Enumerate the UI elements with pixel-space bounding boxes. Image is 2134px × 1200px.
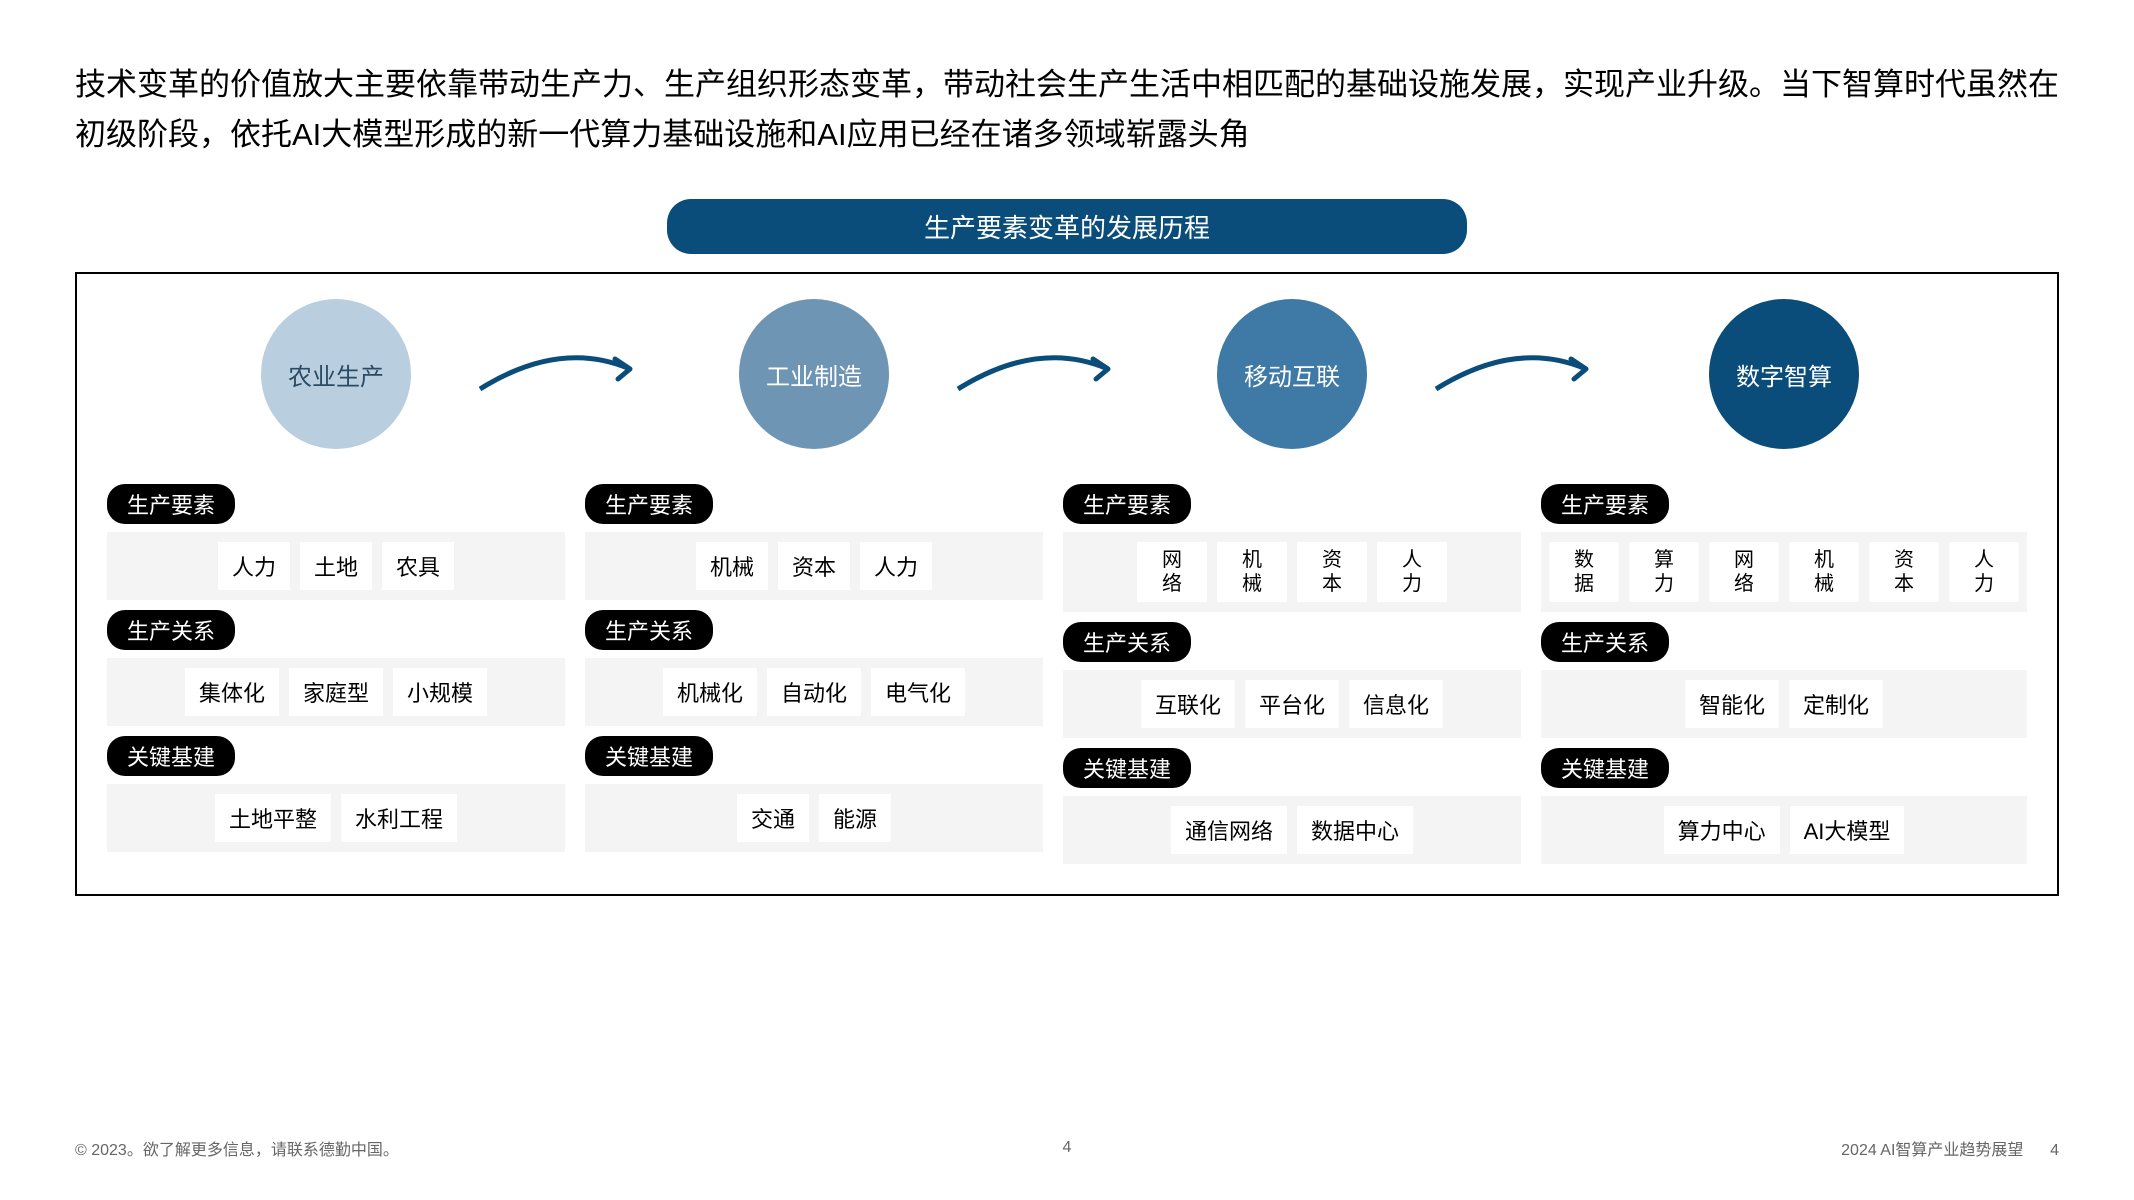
factors-row: 机械资本人力: [585, 532, 1043, 600]
factor-chip: 人力: [218, 542, 290, 590]
factors-label: 生产要素: [1063, 484, 1191, 524]
factor-chip: 资本: [1869, 542, 1939, 602]
copyright-text: © 2023。欲了解更多信息，请联系德勤中国。: [75, 1136, 399, 1160]
infra-label: 关键基建: [585, 736, 713, 776]
stage-column: 农业生产 生产要素 人力土地农具 生产关系 集体化家庭型小规模 关键基建 土地平…: [97, 294, 575, 864]
factor-chip: 数据: [1549, 542, 1619, 602]
relation-chip: 平台化: [1245, 680, 1339, 728]
relations-label: 生产关系: [585, 610, 713, 650]
relation-chip: 集体化: [185, 668, 279, 716]
relation-chip: 自动化: [767, 668, 861, 716]
page-number-center: 4: [1063, 1139, 1072, 1157]
infra-chip: 能源: [819, 794, 891, 842]
factors-row: 人力土地农具: [107, 532, 565, 600]
relations-row: 智能化定制化: [1541, 670, 2027, 738]
relations-label: 生产关系: [1063, 622, 1191, 662]
relations-label: 生产关系: [1541, 622, 1669, 662]
relation-chip: 智能化: [1685, 680, 1779, 728]
factor-chip: 人力: [1377, 542, 1447, 602]
infra-chip: 土地平整: [215, 794, 331, 842]
factors-row: 网络机械资本人力: [1063, 532, 1521, 612]
relation-chip: 定制化: [1789, 680, 1883, 728]
relation-chip: 家庭型: [289, 668, 383, 716]
infra-row: 土地平整水利工程: [107, 784, 565, 852]
factor-chip: 农具: [382, 542, 454, 590]
factor-chip: 资本: [778, 542, 850, 590]
relation-chip: 电气化: [871, 668, 965, 716]
factor-chip: 人力: [1949, 542, 2019, 602]
stage-circle: 移动互联: [1217, 299, 1367, 449]
infra-chip: AI大模型: [1790, 806, 1905, 854]
factor-chip: 机械: [1789, 542, 1859, 602]
relations-label: 生产关系: [107, 610, 235, 650]
factors-row: 数据算力网络机械资本人力: [1541, 532, 2027, 612]
relation-chip: 机械化: [663, 668, 757, 716]
relation-chip: 信息化: [1349, 680, 1443, 728]
factor-chip: 算力: [1629, 542, 1699, 602]
infra-row: 通信网络数据中心: [1063, 796, 1521, 864]
factor-chip: 机械: [696, 542, 768, 590]
page-footer: © 2023。欲了解更多信息，请联系德勤中国。 4 2024 AI智算产业趋势展…: [75, 1136, 2059, 1160]
doc-title: 2024 AI智算产业趋势展望: [1841, 1142, 2023, 1159]
infra-label: 关键基建: [1541, 748, 1669, 788]
factor-chip: 资本: [1297, 542, 1367, 602]
infra-label: 关键基建: [107, 736, 235, 776]
page-number-right: 4: [2050, 1142, 2059, 1159]
relations-row: 互联化平台化信息化: [1063, 670, 1521, 738]
relation-chip: 小规模: [393, 668, 487, 716]
section-banner: 生产要素变革的发展历程: [667, 199, 1467, 254]
infra-row: 交通能源: [585, 784, 1043, 852]
relation-chip: 互联化: [1141, 680, 1235, 728]
infra-chip: 通信网络: [1171, 806, 1287, 854]
factor-chip: 机械: [1217, 542, 1287, 602]
infra-chip: 数据中心: [1297, 806, 1413, 854]
factor-chip: 网络: [1137, 542, 1207, 602]
stage-column: 移动互联 生产要素 网络机械资本人力 生产关系 互联化平台化信息化 关键基建 通…: [1053, 294, 1531, 864]
stage-column: 数字智算 生产要素 数据算力网络机械资本人力 生产关系 智能化定制化 关键基建 …: [1531, 294, 2037, 864]
relations-row: 集体化家庭型小规模: [107, 658, 565, 726]
infra-row: 算力中心AI大模型: [1541, 796, 2027, 864]
factors-label: 生产要素: [107, 484, 235, 524]
stage-column: 工业制造 生产要素 机械资本人力 生产关系 机械化自动化电气化 关键基建 交通能…: [575, 294, 1053, 864]
factor-chip: 土地: [300, 542, 372, 590]
factors-label: 生产要素: [1541, 484, 1669, 524]
stage-circle: 工业制造: [739, 299, 889, 449]
stage-circle: 农业生产: [261, 299, 411, 449]
factor-chip: 网络: [1709, 542, 1779, 602]
footer-right: 2024 AI智算产业趋势展望 4: [1841, 1136, 2059, 1160]
factors-label: 生产要素: [585, 484, 713, 524]
infra-chip: 交通: [737, 794, 809, 842]
evolution-diagram: 农业生产 生产要素 人力土地农具 生产关系 集体化家庭型小规模 关键基建 土地平…: [75, 272, 2059, 896]
stage-circle: 数字智算: [1709, 299, 1859, 449]
relations-row: 机械化自动化电气化: [585, 658, 1043, 726]
page-heading: 技术变革的价值放大主要依靠带动生产力、生产组织形态变革，带动社会生产生活中相匹配…: [75, 60, 2059, 159]
factor-chip: 人力: [860, 542, 932, 590]
infra-chip: 算力中心: [1664, 806, 1780, 854]
infra-label: 关键基建: [1063, 748, 1191, 788]
infra-chip: 水利工程: [341, 794, 457, 842]
